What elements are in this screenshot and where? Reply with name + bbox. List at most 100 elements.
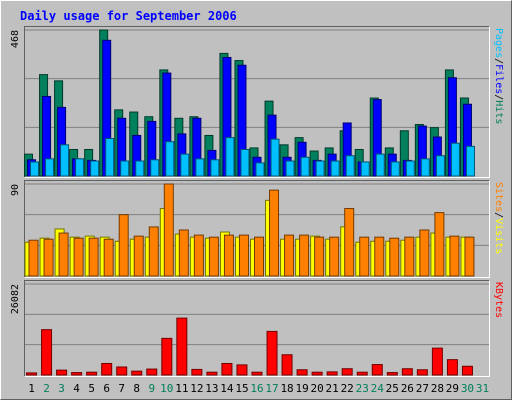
bar-kbytes-day-5 bbox=[86, 371, 98, 376]
day-label: 19 bbox=[295, 382, 308, 395]
bar-sites-day-24 bbox=[374, 236, 385, 277]
day-label: 11 bbox=[175, 382, 188, 395]
bar-sites-day-30 bbox=[464, 236, 475, 277]
day-label: 8 bbox=[133, 382, 140, 395]
bar-pages-day-9 bbox=[150, 159, 160, 177]
panel-hits-files-pages: 468 Pages/Files/Hits bbox=[10, 26, 504, 178]
bar-pages-day-23 bbox=[360, 161, 370, 177]
bar-sites-day-18 bbox=[284, 234, 295, 277]
day-label: 25 bbox=[386, 382, 399, 395]
panel-bevel-dark bbox=[24, 180, 490, 278]
bar-pages-day-29 bbox=[450, 142, 460, 177]
bar-sites-day-22 bbox=[344, 208, 355, 277]
bar-pages-day-7 bbox=[120, 160, 130, 177]
panel-visits-sites: 90 Sites/Visits bbox=[10, 180, 504, 278]
day-label: 13 bbox=[205, 382, 218, 395]
day-label: 29 bbox=[446, 382, 459, 395]
day-label: 27 bbox=[416, 382, 429, 395]
day-label: 14 bbox=[220, 382, 234, 395]
bar-kbytes-day-6 bbox=[101, 362, 113, 376]
legend-entry: / bbox=[493, 58, 504, 64]
bar-pages-day-2 bbox=[45, 158, 55, 177]
bar-sites-day-9 bbox=[148, 226, 159, 277]
day-label: 26 bbox=[401, 382, 414, 395]
panel-max-label: 26082 bbox=[10, 284, 21, 314]
panel-bevel-light bbox=[24, 26, 490, 178]
bar-kbytes-day-13 bbox=[206, 371, 218, 376]
bar-kbytes-day-4 bbox=[71, 372, 83, 376]
bar-sites-day-1 bbox=[28, 239, 39, 277]
bar-kbytes-day-11 bbox=[176, 317, 188, 376]
bar-pages-day-15 bbox=[240, 148, 250, 177]
bar-sites-day-23 bbox=[359, 236, 370, 277]
day-label: 18 bbox=[280, 382, 293, 395]
bar-sites-day-17 bbox=[269, 189, 280, 277]
bar-kbytes-day-3 bbox=[56, 369, 68, 376]
day-label: 12 bbox=[190, 382, 203, 395]
day-label: 28 bbox=[431, 382, 444, 395]
bar-kbytes-day-20 bbox=[311, 371, 323, 376]
bar-sites-day-29 bbox=[449, 235, 460, 277]
bar-sites-day-19 bbox=[299, 234, 310, 277]
legend-entry: KBytes bbox=[493, 282, 504, 318]
bar-pages-day-14 bbox=[225, 137, 235, 177]
bar-sites-day-11 bbox=[178, 229, 189, 277]
bar-sites-day-25 bbox=[389, 237, 400, 277]
panel-max-label: 90 bbox=[10, 184, 21, 196]
bar-pages-day-12 bbox=[195, 158, 205, 177]
bar-kbytes-day-28 bbox=[431, 347, 443, 376]
bar-sites-day-15 bbox=[238, 234, 249, 277]
chart-title: Daily usage for September 2006 bbox=[20, 9, 237, 23]
bar-sites-day-8 bbox=[133, 235, 144, 277]
day-label: 4 bbox=[73, 382, 80, 395]
bar-pages-day-19 bbox=[300, 156, 310, 177]
legend-entry: / bbox=[493, 212, 504, 218]
panel-bevel-light bbox=[24, 180, 490, 278]
panel-max-label: 468 bbox=[10, 30, 21, 48]
bar-kbytes-day-8 bbox=[131, 370, 143, 376]
panel-bevel-light bbox=[24, 280, 490, 377]
bar-sites-day-2 bbox=[43, 238, 54, 277]
bar-kbytes-day-25 bbox=[386, 372, 398, 376]
day-label: 15 bbox=[235, 382, 248, 395]
bar-pages-day-1 bbox=[30, 161, 40, 177]
bar-sites-day-16 bbox=[254, 236, 264, 277]
panel-legend: Sites/Visits bbox=[493, 182, 504, 254]
day-label: 24 bbox=[371, 382, 385, 395]
bar-kbytes-day-15 bbox=[236, 364, 248, 376]
bar-kbytes-day-1 bbox=[26, 372, 38, 376]
panel-kbytes: 26082 KBytes bbox=[10, 280, 504, 377]
bar-kbytes-day-27 bbox=[416, 369, 428, 376]
panel-bevel-dark bbox=[24, 26, 490, 178]
bar-sites-day-14 bbox=[223, 234, 234, 277]
bar-pages-day-13 bbox=[210, 159, 220, 177]
bar-pages-day-6 bbox=[105, 138, 115, 177]
bar-kbytes-day-26 bbox=[401, 368, 413, 376]
bar-pages-day-25 bbox=[390, 161, 400, 177]
bar-sites-day-7 bbox=[118, 214, 129, 277]
bar-kbytes-day-29 bbox=[446, 359, 458, 376]
bar-pages-day-27 bbox=[420, 158, 430, 177]
legend-entry: Hits bbox=[493, 100, 504, 124]
day-label: 20 bbox=[311, 382, 324, 395]
day-label: 3 bbox=[58, 382, 65, 395]
bar-pages-day-22 bbox=[345, 155, 355, 177]
bar-sites-day-27 bbox=[419, 229, 430, 277]
bar-pages-day-3 bbox=[60, 144, 70, 177]
day-label: 5 bbox=[88, 382, 95, 395]
bar-kbytes-day-12 bbox=[191, 368, 203, 376]
bar-pages-day-18 bbox=[285, 160, 295, 177]
bar-pages-day-20 bbox=[315, 160, 325, 177]
day-label: 2 bbox=[43, 382, 50, 395]
bar-kbytes-day-23 bbox=[356, 371, 368, 376]
bar-pages-day-28 bbox=[435, 155, 445, 177]
day-label: 9 bbox=[148, 382, 155, 395]
bar-pages-day-5 bbox=[90, 160, 100, 177]
bar-pages-day-26 bbox=[405, 160, 415, 177]
bar-sites-day-10 bbox=[163, 183, 174, 277]
bar-pages-day-21 bbox=[330, 160, 340, 177]
legend-entry: Pages bbox=[493, 28, 504, 58]
